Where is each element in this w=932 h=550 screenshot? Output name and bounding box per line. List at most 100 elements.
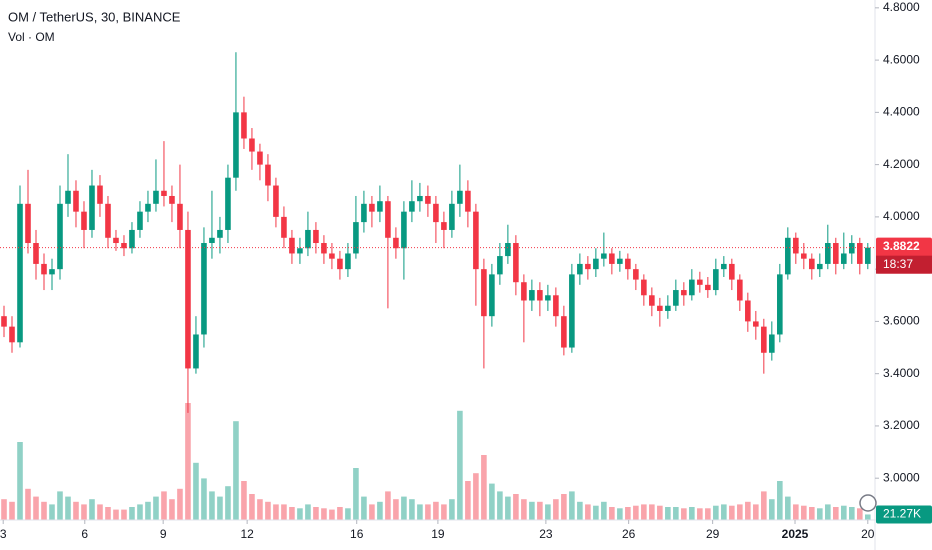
volume-bar — [465, 481, 471, 520]
candle-body — [457, 190, 463, 204]
candle-body — [681, 290, 687, 296]
candle-body — [233, 112, 239, 178]
candle-body — [161, 190, 167, 196]
volume-bar — [753, 504, 759, 520]
volume-bar — [633, 505, 639, 520]
candle-body — [329, 253, 335, 259]
chart-title: OM / TetherUS, 30, BINANCE — [8, 9, 181, 24]
candle-body — [633, 269, 639, 280]
candle-body — [785, 237, 791, 275]
last-price-label: 3.8822 — [883, 239, 920, 253]
candle-body — [833, 243, 839, 264]
candle-body — [553, 295, 559, 317]
volume-bar — [273, 504, 279, 520]
candle-body — [577, 263, 583, 275]
candle-body — [841, 253, 847, 264]
volume-bar — [681, 508, 687, 520]
volume-bar — [593, 505, 599, 520]
volume-bar — [729, 505, 735, 520]
volume-bar — [745, 501, 751, 520]
volume-bar — [665, 507, 671, 520]
candle-body — [761, 326, 767, 353]
volume-bar — [321, 508, 327, 520]
x-tick-label: 20 — [861, 527, 875, 541]
volume-bar — [9, 501, 15, 520]
candle-body — [545, 295, 551, 301]
candle-body — [425, 195, 431, 204]
volume-bar — [825, 504, 831, 520]
volume-bar — [441, 504, 447, 520]
volume-bar — [521, 499, 527, 520]
candle-body — [817, 263, 823, 270]
volume-bar — [201, 478, 207, 520]
countdown-box — [876, 255, 932, 274]
volume-bar — [305, 504, 311, 520]
volume-bar — [121, 509, 127, 520]
volume-bar — [857, 508, 863, 520]
candle-body — [697, 279, 703, 285]
candle-body — [537, 290, 543, 301]
candle-body — [601, 253, 607, 259]
candle-body — [169, 195, 175, 204]
volume-bar — [169, 499, 175, 520]
volume-bar — [793, 504, 799, 520]
candle-body — [345, 253, 351, 270]
volume-bar — [513, 494, 519, 520]
volume-bar — [641, 504, 647, 520]
candle-body — [649, 295, 655, 306]
x-tick-label: 16 — [350, 527, 364, 541]
volume-bar — [657, 505, 663, 520]
candle-body — [489, 274, 495, 317]
volume-bar — [97, 504, 103, 520]
candle-body — [105, 203, 111, 238]
candle-body — [41, 263, 47, 275]
candle-body — [513, 243, 519, 283]
volume-bar — [265, 501, 271, 520]
volume-bar — [129, 507, 135, 520]
indicator-icon[interactable] — [859, 494, 877, 512]
candle-body — [713, 269, 719, 291]
candle-body — [705, 284, 711, 291]
candle-body — [185, 229, 191, 369]
candle-body — [353, 222, 359, 254]
volume-bar — [409, 499, 415, 520]
candle-body — [369, 203, 375, 212]
volume-bar — [569, 491, 575, 520]
volume-bar — [217, 496, 223, 520]
candle-body — [465, 190, 471, 212]
volume-bar — [225, 486, 231, 520]
volume-bar — [49, 504, 55, 520]
candle-body — [377, 201, 383, 212]
candle-body — [177, 203, 183, 230]
candle-body — [33, 243, 39, 264]
volume-bar — [329, 509, 335, 520]
candle-body — [153, 190, 159, 204]
volume-bar — [689, 507, 695, 520]
candle-body — [25, 203, 31, 244]
candle-body — [865, 247, 871, 264]
volume-bar — [529, 501, 535, 520]
volume-bar — [737, 504, 743, 520]
candle-body — [265, 164, 271, 186]
candle-body — [273, 185, 279, 217]
candle-body — [337, 258, 343, 270]
volume-bar — [89, 499, 95, 520]
volume-bar — [841, 505, 847, 520]
volume-bar — [433, 501, 439, 520]
volume-bar — [153, 496, 159, 520]
y-tick-label: 4.6000 — [883, 52, 920, 66]
volume-bar — [57, 491, 63, 520]
candle-body — [593, 258, 599, 270]
candle-body — [801, 253, 807, 259]
volume-bar — [801, 505, 807, 520]
y-tick-label: 4.8000 — [883, 0, 920, 14]
volume-bar — [809, 507, 815, 520]
countdown-label: 18:37 — [883, 257, 913, 271]
x-tick-label: 2025 — [782, 527, 809, 541]
x-tick-label: 29 — [706, 527, 720, 541]
candle-body — [89, 185, 95, 230]
candle-body — [209, 237, 215, 244]
y-tick-label: 3.6000 — [883, 314, 920, 328]
candle-body — [121, 243, 127, 249]
